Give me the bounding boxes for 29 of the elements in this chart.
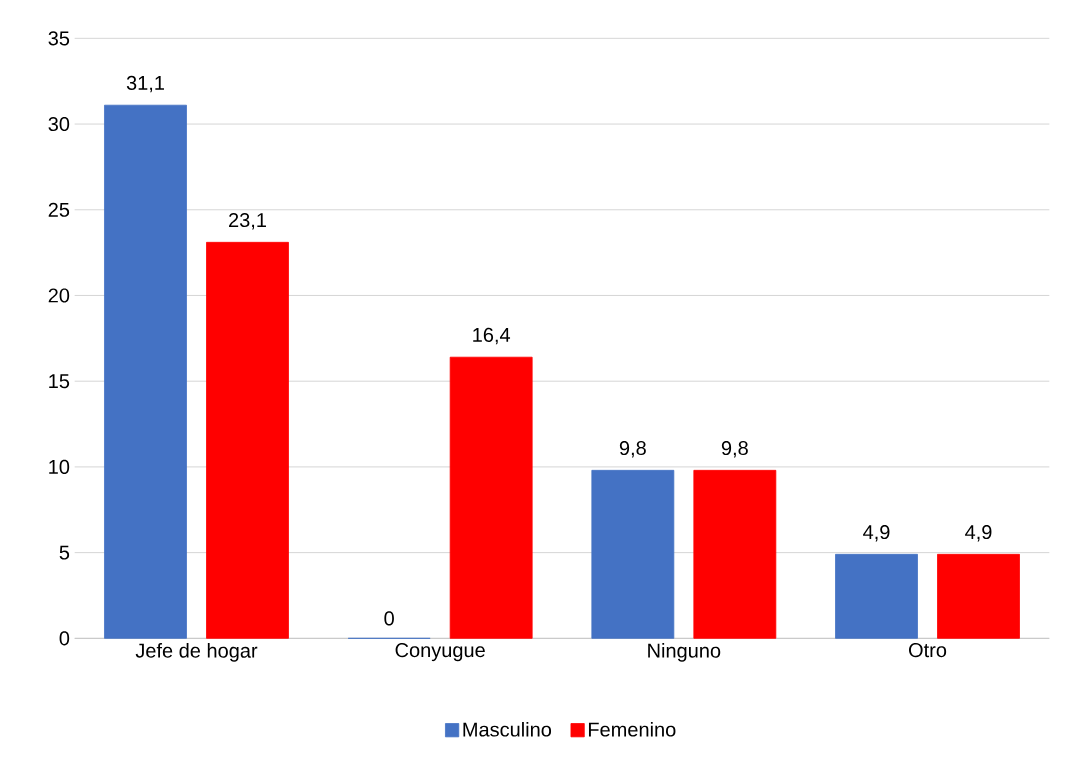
x-tick-label: Otro: [909, 643, 947, 658]
data-label: 16,4: [473, 327, 511, 345]
y-tick-label: 35: [48, 31, 70, 46]
bar: [104, 104, 187, 639]
bar: [937, 553, 1020, 639]
y-tick-label: 15: [49, 374, 70, 389]
bar: [693, 469, 777, 639]
bar: [449, 356, 533, 639]
legend-label: Femenino: [588, 721, 676, 737]
legend-label: Masculino: [463, 721, 552, 737]
y-tick-label: 10: [49, 459, 70, 474]
bar: [835, 553, 918, 639]
y-tick-label: 20: [48, 288, 70, 303]
x-tick-label: Conyugue: [395, 643, 485, 662]
y-tick-label: 5: [59, 545, 70, 560]
y-tick-label: 0: [59, 631, 70, 646]
x-tick-label: Jefe de hogar: [135, 643, 258, 662]
data-label: 23,1: [229, 212, 266, 230]
data-label: 0: [384, 611, 394, 626]
data-label: 9,8: [619, 440, 646, 458]
data-label: 31,1: [126, 75, 164, 93]
data-label: 4,9: [863, 524, 890, 542]
data-label: 4,9: [965, 524, 992, 542]
y-tick-label: 30: [48, 116, 70, 132]
x-tick-label: Ninguno: [648, 643, 721, 662]
y-tick-label: 25: [48, 202, 70, 217]
data-label: 9,8: [721, 440, 748, 458]
bar: [206, 241, 289, 639]
bar: [591, 469, 675, 639]
